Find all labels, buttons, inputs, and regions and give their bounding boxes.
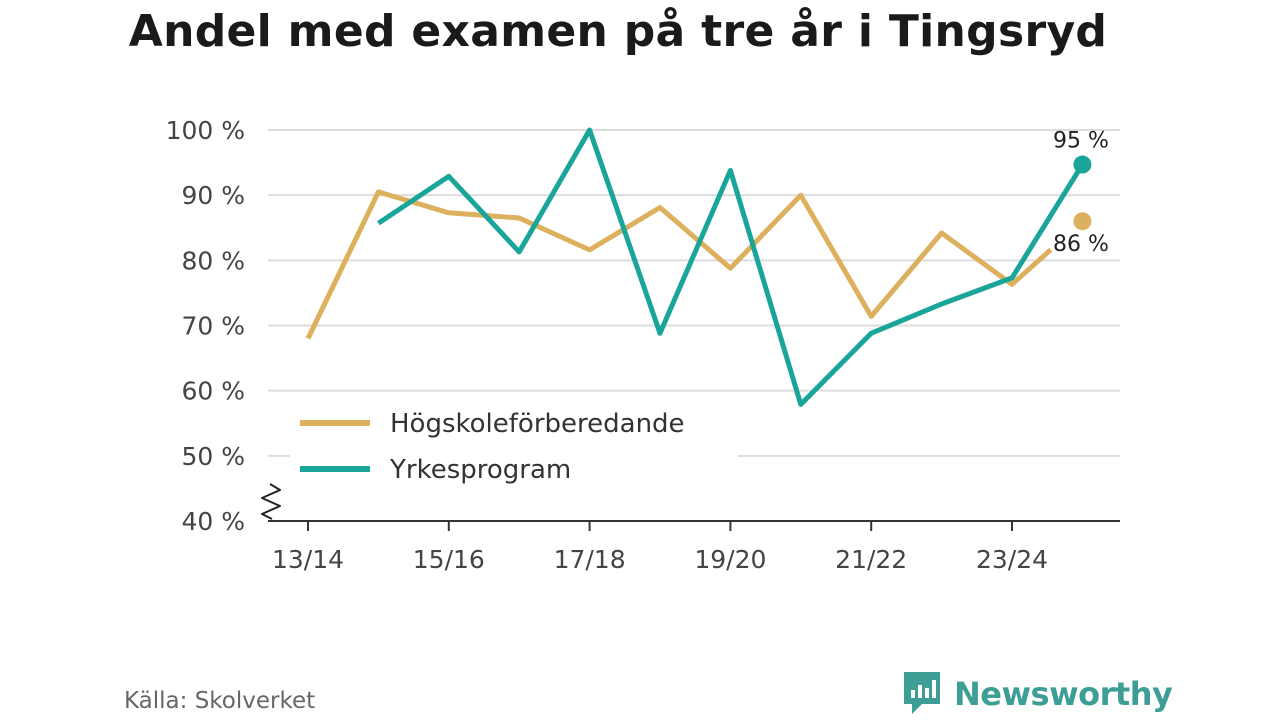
newsworthy-logo-icon: [904, 672, 940, 714]
legend-background: [290, 405, 738, 457]
y-tick-label: 100 %: [166, 116, 245, 145]
end-markers: 86 % 95 %: [1053, 129, 1109, 258]
series-lines: [305, 127, 1085, 407]
y-tick-label: 70 %: [181, 312, 245, 341]
chart-title: Andel med examen på tre år i Tingsryd: [128, 6, 1108, 57]
y-tick-label: 80 %: [181, 246, 245, 275]
x-tick-label: 13/14: [272, 545, 344, 574]
legend-label: Yrkesprogram: [389, 455, 571, 485]
brand-logo[interactable]: Newsworthy: [902, 670, 1173, 718]
y-tick-label: 60 %: [181, 377, 245, 406]
data-label: 95 %: [1053, 129, 1109, 154]
x-tick-label: 17/18: [554, 545, 626, 574]
y-tick-labels: 40 % 50 % 60 % 70 % 80 % 90 % 100 %: [166, 116, 245, 536]
end-marker: [1073, 212, 1092, 231]
y-tick-label: 90 %: [181, 181, 245, 210]
y-tick-label: 40 %: [181, 507, 245, 536]
x-tick-label: 15/16: [413, 545, 485, 574]
axis-break-icon: [261, 483, 281, 520]
x-tick-label: 19/20: [694, 545, 766, 574]
end-marker: [1073, 155, 1092, 174]
axes: [261, 483, 1120, 531]
x-tick-label: 21/22: [835, 545, 907, 574]
legend-label: Högskoleförberedande: [390, 409, 685, 439]
x-tick-labels: 13/14 15/16 17/18 19/20 21/22 23/24: [272, 545, 1048, 574]
source-text: Källa: Skolverket: [124, 688, 316, 714]
x-tick-label: 23/24: [976, 545, 1048, 574]
brand-name: Newsworthy: [954, 675, 1173, 713]
data-label: 86 %: [1053, 232, 1109, 257]
y-tick-label: 50 %: [181, 442, 245, 471]
yrkes-line: [377, 127, 1085, 407]
legend: Högskoleförberedande Yrkesprogram: [300, 409, 685, 485]
hogskole-line: [305, 189, 1053, 340]
